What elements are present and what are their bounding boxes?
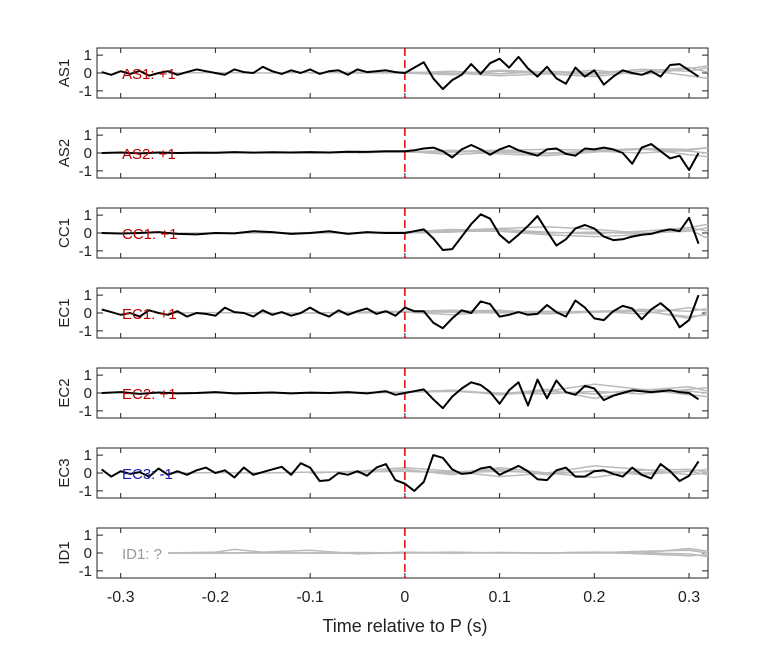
y-tick-label: 0 <box>84 225 92 242</box>
y-tick-label: 1 <box>84 207 92 224</box>
y-axis-label: EC3 <box>56 458 73 487</box>
y-tick-label: 0 <box>84 145 92 162</box>
polarity-annotation: AS1: +1 <box>122 66 176 83</box>
x-axis-label: Time relative to P (s) <box>322 616 487 636</box>
polarity-annotation: EC3: -1 <box>122 466 173 483</box>
x-tick-label: -0.3 <box>107 589 135 606</box>
x-tick-label: -0.1 <box>296 589 324 606</box>
background-trace <box>167 306 709 315</box>
x-tick-label: 0 <box>400 589 409 606</box>
polarity-annotation: CC1: +1 <box>122 226 177 243</box>
waveform-trace <box>101 55 700 91</box>
x-tick-label: 0.1 <box>488 589 510 606</box>
y-tick-label: -1 <box>79 483 92 500</box>
y-tick-label: 0 <box>84 65 92 82</box>
waveform-trace <box>101 213 700 251</box>
y-tick-label: 1 <box>84 527 92 544</box>
y-tick-label: -1 <box>79 163 92 180</box>
panel-as2: 10-1 AS2 AS2: +1 <box>56 127 709 180</box>
y-tick-label: 1 <box>84 127 92 144</box>
y-tick-label: -1 <box>79 243 92 260</box>
polarity-annotation: EC1: +1 <box>122 306 177 323</box>
y-tick-label: 1 <box>84 287 92 304</box>
panel-id1: 10-1 ID1 ID1: ? <box>56 527 709 580</box>
y-tick-label: 1 <box>84 47 92 64</box>
x-tick-label: -0.2 <box>202 589 230 606</box>
panel-as1: 10-1 AS1 AS1: +1 <box>56 47 709 100</box>
y-tick-label: -1 <box>79 83 92 100</box>
waveform-trace <box>101 143 700 171</box>
y-tick-label: -1 <box>79 323 92 340</box>
x-tick-label: 0.2 <box>583 589 605 606</box>
panel-ec1: 10-1 EC1 EC1: +1 <box>56 287 709 340</box>
y-tick-label: -1 <box>79 403 92 420</box>
polarity-annotation: EC2: +1 <box>122 386 177 403</box>
y-axis-label: AS1 <box>56 59 73 87</box>
panel-ec2: 10-1 EC2 EC2: +1 <box>56 367 709 420</box>
y-tick-label: 0 <box>84 385 92 402</box>
x-axis: -0.3 -0.2 -0.1 0 0.1 0.2 0.3 <box>107 589 700 606</box>
background-trace <box>168 552 709 558</box>
y-axis-label: EC2 <box>56 378 73 407</box>
x-tick-label: 0.3 <box>678 589 700 606</box>
y-axis-label: AS2 <box>56 139 73 167</box>
panel-ec3: 10-1 EC3 EC3: -1 <box>56 447 709 500</box>
y-tick-label: 0 <box>84 465 92 482</box>
y-axis-label: ID1 <box>56 541 73 564</box>
y-tick-label: -1 <box>79 563 92 580</box>
y-tick-label: 0 <box>84 545 92 562</box>
polarity-annotation: AS2: +1 <box>122 146 176 163</box>
y-tick-label: 0 <box>84 305 92 322</box>
waveform-trace <box>101 454 700 492</box>
y-axis-label: EC1 <box>56 298 73 327</box>
polarity-annotation: ID1: ? <box>122 546 162 563</box>
waveform-trace <box>101 294 700 330</box>
y-tick-label: 1 <box>84 447 92 464</box>
waveform-trace <box>101 378 700 410</box>
y-axis-label: CC1 <box>56 218 73 248</box>
y-tick-label: 1 <box>84 367 92 384</box>
panel-cc1: 10-1 CC1 CC1: +1 <box>56 207 709 260</box>
